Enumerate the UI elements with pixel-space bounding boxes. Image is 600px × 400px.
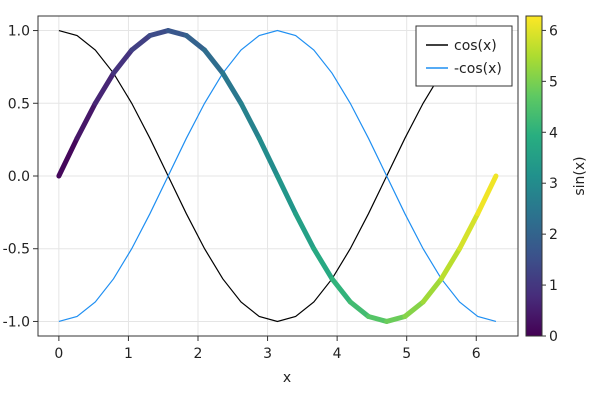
series-line-0 [58,29,497,323]
colorbar-tick-label: 4 [549,125,558,141]
series-line-1 [58,29,497,323]
series-lines [56,28,499,324]
y-tick-label: -1.0 [3,314,30,330]
colored-sin-segment [475,173,499,217]
colorbar-tick-label: 1 [549,278,558,294]
x-axis-label: x [283,370,291,386]
colorbar-tick-label: 2 [549,227,558,243]
colored-sin-segment [220,70,244,106]
colored-sin-segment [274,173,299,217]
colored-sin-segment [420,276,444,305]
colored-sin-segment [129,32,153,53]
x-tick-label: 1 [124,346,133,362]
colored-sin-segment [347,299,371,320]
x-tick-label: 0 [54,346,63,362]
x-axis-ticks: 0 1 2 3 4 5 6 [54,336,481,362]
colorbar-tick-label: 3 [549,176,558,192]
y-tick-label: 1.0 [8,24,30,40]
colorbar-tick-label: 0 [549,329,558,345]
colored-sin-segment [293,211,317,252]
legend: cos(x) -cos(x) [415,25,513,87]
colored-sin-segment [56,135,80,179]
legend-box [415,25,513,87]
colorbar-ticks: 0 1 2 3 4 5 6 [542,23,558,345]
y-axis-ticks: -1.0 -0.5 0.0 0.5 1.0 [3,24,38,330]
colored-sin-segment [74,100,98,141]
colored-sin-segment [202,47,226,76]
colorbar-label: sin(x) [572,156,588,195]
colored-sin-segment [92,70,117,106]
colorbar: 0 1 2 3 4 5 6 sin(x) [525,15,588,345]
colored-sin-segment [438,246,463,282]
colorbar-gradient [525,15,543,337]
x-tick-label: 6 [472,346,481,362]
colored-sin-segment [365,314,390,324]
colorbar-tick-label: 6 [549,23,558,39]
legend-label-neg-cos: -cos(x) [454,61,502,77]
colored-sin-segment [329,276,353,305]
legend-label-cos: cos(x) [454,38,497,54]
y-tick-label: 0.0 [8,169,30,185]
y-tick-label: -0.5 [3,242,30,258]
colored-sin-segment [311,246,335,282]
colored-sin-segment [457,211,481,252]
gridlines [38,16,518,336]
colored-sin-segment [256,135,280,179]
colored-sin-segment [183,32,208,53]
x-tick-label: 2 [194,346,203,362]
colored-sin-segment [238,100,262,141]
y-tick-label: 0.5 [8,96,30,112]
colored-sin-segment [111,47,135,76]
x-tick-label: 5 [402,346,411,362]
x-tick-label: 4 [333,346,342,362]
colored-sin-segment [402,299,426,320]
colorbar-tick-label: 5 [549,74,558,90]
colored-sin-segment [384,314,408,324]
x-tick-label: 3 [263,346,272,362]
colored-sin-segment [165,28,189,38]
colored-sin-segment [147,28,171,38]
